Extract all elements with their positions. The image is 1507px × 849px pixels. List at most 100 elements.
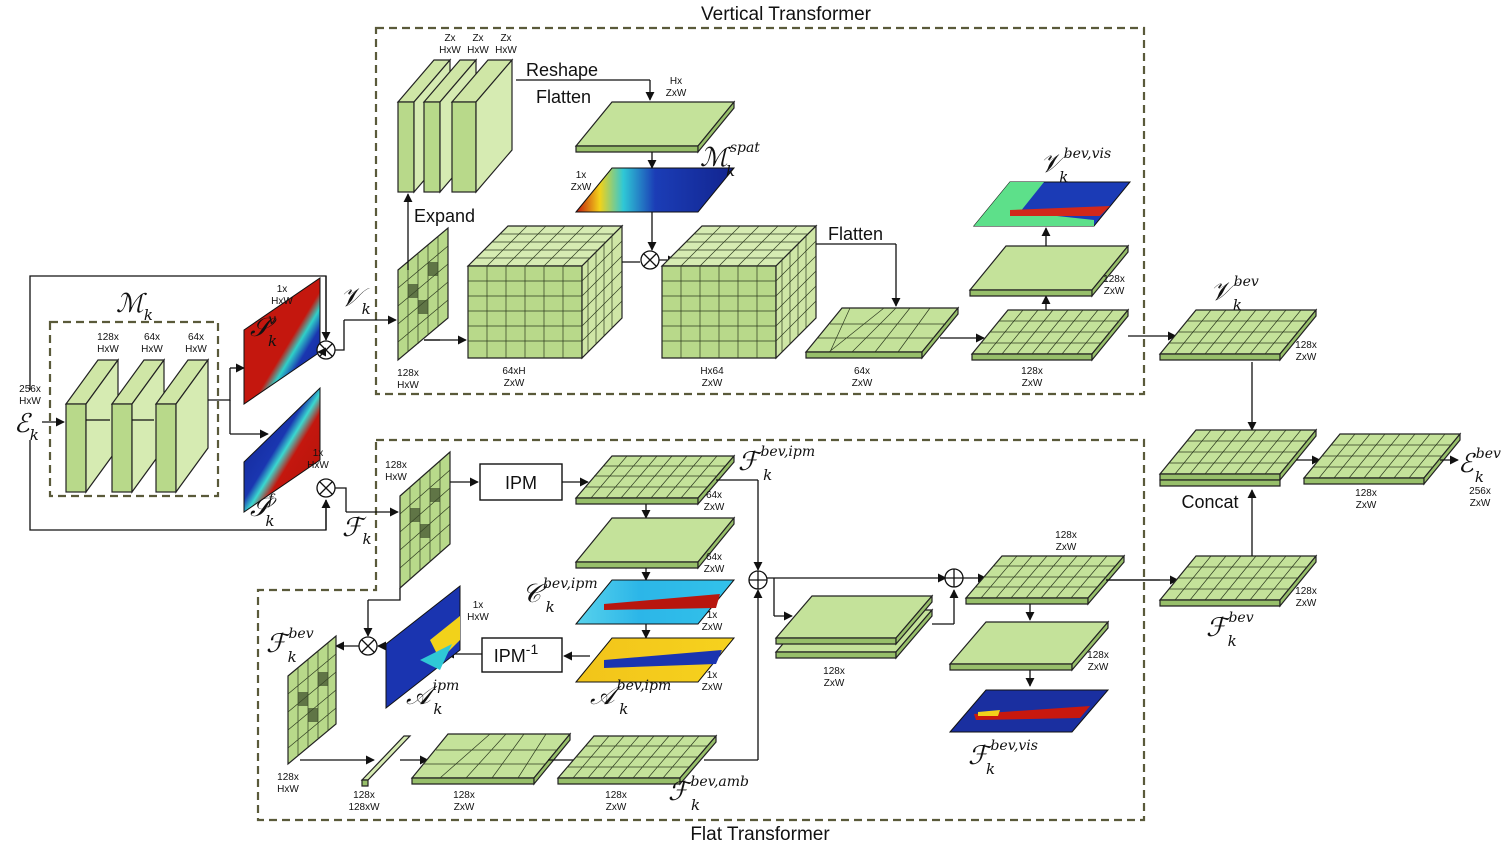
dim-line: 128x xyxy=(1021,366,1043,377)
vk-feature-plate xyxy=(397,226,449,362)
dim-line: ZxW xyxy=(704,564,725,575)
dim-line: Zx xyxy=(444,33,455,44)
multiply-op-cube xyxy=(640,250,660,270)
multiply-op-f xyxy=(316,478,336,498)
dim-line: 1x xyxy=(576,170,587,181)
dim-line: ZxW xyxy=(1296,352,1317,363)
dim-line: HxW xyxy=(97,344,119,355)
dim-line: 128x xyxy=(453,790,475,801)
add-op-1 xyxy=(748,570,768,590)
dim-line: 128x xyxy=(1355,488,1377,499)
dim-line: ZxW xyxy=(702,378,723,389)
heatmap-fbevvis xyxy=(948,689,1110,733)
dim-line: ZxW xyxy=(1296,598,1317,609)
dim-line: 128x xyxy=(1295,340,1317,351)
dim-line: 1x xyxy=(277,284,288,295)
dim-line: ZxW xyxy=(704,502,725,513)
dim-line: 128x xyxy=(277,772,299,783)
multiply-op-v xyxy=(316,340,336,360)
plate-amb-1 xyxy=(410,732,572,786)
thin-slab xyxy=(360,735,412,787)
cube-hx64 xyxy=(660,224,818,360)
dim-line: 128x xyxy=(353,790,375,801)
dim-line: 128x xyxy=(605,790,627,801)
plate-128x-zxw-f xyxy=(964,554,1126,606)
encoder-block-border xyxy=(48,320,220,498)
heatmap-vbevvis xyxy=(972,181,1132,227)
dim-line: ZxW xyxy=(824,678,845,689)
dim-line: ZxW xyxy=(1022,378,1043,389)
dim-line: 128x xyxy=(1295,586,1317,597)
dim-line: 128x xyxy=(1103,274,1125,285)
dim-line: 1x xyxy=(707,670,718,681)
dim-line: 256x xyxy=(1469,486,1491,497)
symbol-v: 𝒱k xyxy=(340,283,371,318)
dim-line: ZxW xyxy=(666,88,687,99)
dim-line: ZxW xyxy=(606,802,627,813)
label-ipm: IPM xyxy=(505,473,537,493)
plate-concat xyxy=(1158,428,1318,487)
label-reshape: Reshape xyxy=(526,60,598,80)
plate-vbev xyxy=(1158,308,1318,362)
symbol-sf: 𝒮f k xyxy=(250,492,277,530)
dim-line: 128x xyxy=(823,666,845,677)
heatmap-aipm xyxy=(385,584,461,710)
ipm-box xyxy=(479,463,563,501)
symbol-sv: 𝒮v k xyxy=(250,312,277,350)
dim-line: ZxW xyxy=(1056,542,1077,553)
dim-line: HxW xyxy=(141,344,163,355)
dim-line: ZxW xyxy=(702,682,723,693)
dim-line: 64x xyxy=(144,332,160,343)
plate-128x-zxw-f2 xyxy=(948,620,1110,672)
dim-line: ZxW xyxy=(1104,286,1125,297)
dim-line: 64x xyxy=(188,332,204,343)
add-op-2 xyxy=(944,568,964,588)
label-ipm-inverse: IPM-1 xyxy=(494,641,539,666)
dim-line: HxW xyxy=(271,296,293,307)
z-plates xyxy=(396,58,514,194)
dim-line: 128x xyxy=(385,460,407,471)
plate-128x-zxw-v xyxy=(970,308,1130,362)
label-concat: Concat xyxy=(1181,492,1238,512)
plate-fbev-right xyxy=(1158,554,1318,608)
dim-line: ZxW xyxy=(1088,662,1109,673)
dim-line: 128x xyxy=(397,368,419,379)
dim-line: ZxW xyxy=(571,182,592,193)
dim-line: Zx xyxy=(500,33,511,44)
dim-line: HxW xyxy=(185,344,207,355)
dim-line: HxW xyxy=(467,45,489,56)
dim-line: 64x xyxy=(706,552,722,563)
cube-64xh xyxy=(466,224,624,360)
symbol-e-in: ℰk xyxy=(14,409,39,444)
dim-line: HxW xyxy=(397,380,419,391)
input-features: 256x HxW ℰk xyxy=(14,384,41,444)
flat-transformer-title: Flat Transformer xyxy=(690,824,830,845)
dim-line: Hx xyxy=(670,76,682,87)
plate-64x-zxw xyxy=(804,306,960,360)
dim-line: HxW xyxy=(277,784,299,795)
heatmap-sf xyxy=(243,386,321,513)
vertical-transformer-border xyxy=(374,26,1146,396)
dim-line: ZxW xyxy=(1470,498,1491,509)
label-flatten-a: Flatten xyxy=(536,87,591,107)
plate-amb-2 xyxy=(556,734,718,786)
dim-line: 128x xyxy=(1087,650,1109,661)
flat-transformer-border xyxy=(256,438,1146,822)
dim-line: ZxW xyxy=(454,802,475,813)
dim-line: 1x xyxy=(313,448,324,459)
dim-line: 64x xyxy=(706,490,722,501)
dim-line: ZxW xyxy=(1356,500,1377,511)
dim-line: Hx64 xyxy=(700,366,724,377)
plate-64x-zxw-f xyxy=(574,516,736,570)
dim-line: 128x xyxy=(1055,530,1077,541)
